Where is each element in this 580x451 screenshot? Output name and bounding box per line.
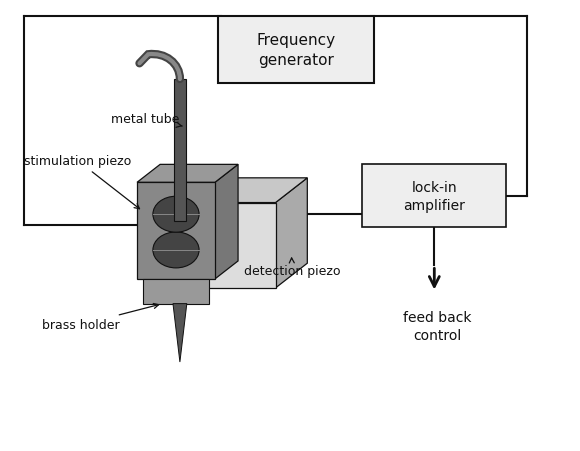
Polygon shape: [173, 304, 187, 362]
Text: Frequency
generator: Frequency generator: [256, 33, 335, 68]
Polygon shape: [143, 279, 209, 304]
Text: feed back
control: feed back control: [403, 310, 472, 342]
FancyBboxPatch shape: [362, 165, 506, 228]
Text: brass holder: brass holder: [42, 304, 159, 331]
FancyBboxPatch shape: [218, 17, 374, 84]
Polygon shape: [137, 165, 238, 183]
Text: lock-in
amplifier: lock-in amplifier: [403, 180, 465, 212]
FancyBboxPatch shape: [173, 80, 186, 221]
Polygon shape: [183, 203, 276, 288]
Circle shape: [153, 197, 199, 233]
Text: metal tube: metal tube: [111, 112, 182, 128]
Polygon shape: [137, 183, 215, 279]
Circle shape: [153, 232, 199, 268]
Text: detection piezo: detection piezo: [244, 258, 340, 278]
Polygon shape: [276, 179, 307, 288]
Polygon shape: [183, 179, 307, 203]
Polygon shape: [215, 165, 238, 279]
Text: stimulation piezo: stimulation piezo: [24, 155, 140, 209]
